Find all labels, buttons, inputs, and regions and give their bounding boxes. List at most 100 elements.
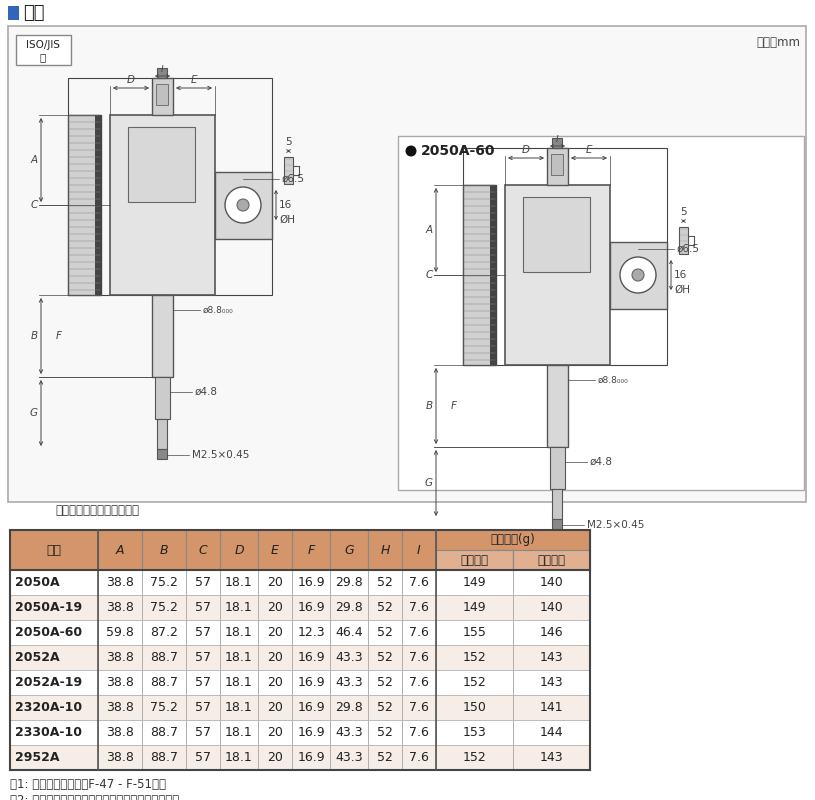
Text: 16.9: 16.9	[297, 726, 325, 739]
Text: 18.1: 18.1	[225, 601, 253, 614]
Text: 43.3: 43.3	[335, 726, 363, 739]
Text: A: A	[116, 543, 124, 557]
Bar	[68, 115, 101, 295]
Bar	[330, 570, 368, 595]
Bar	[513, 570, 590, 595]
Text: 5: 5	[285, 137, 292, 147]
Text: 29.8: 29.8	[335, 701, 363, 714]
Text: ø8.8₀₀₀: ø8.8₀₀₀	[203, 306, 234, 314]
Bar	[513, 695, 590, 720]
Text: 带耳后盖: 带耳后盖	[460, 554, 488, 566]
Text: 88.7: 88.7	[150, 676, 178, 689]
Bar	[368, 645, 402, 670]
Text: 140: 140	[540, 576, 563, 589]
Text: 59.8: 59.8	[106, 626, 134, 639]
Bar	[220, 670, 258, 695]
Text: 149: 149	[463, 601, 487, 614]
Bar	[98, 645, 142, 670]
Bar	[490, 185, 497, 365]
Bar	[258, 695, 292, 720]
Text: 43.3: 43.3	[335, 751, 363, 764]
Bar	[292, 570, 330, 595]
Text: ø4.8: ø4.8	[195, 387, 218, 397]
Bar	[220, 595, 258, 620]
Text: 57: 57	[195, 701, 211, 714]
Bar	[10, 620, 98, 645]
Bar	[258, 645, 292, 670]
Bar	[186, 695, 220, 720]
Text: 38.8: 38.8	[106, 701, 134, 714]
Text: 2050A-60: 2050A-60	[421, 144, 496, 158]
Bar	[142, 570, 186, 595]
Text: 88.7: 88.7	[150, 751, 178, 764]
Text: 52: 52	[377, 701, 393, 714]
Bar	[330, 645, 368, 670]
Text: 144: 144	[540, 726, 563, 739]
Bar	[10, 620, 590, 645]
Bar	[547, 365, 568, 447]
Text: 16.9: 16.9	[297, 676, 325, 689]
Text: 主体质量(g): 主体质量(g)	[491, 534, 535, 546]
Text: 75.2: 75.2	[150, 576, 178, 589]
Bar	[513, 720, 590, 745]
Text: 20: 20	[267, 676, 283, 689]
Bar	[152, 78, 173, 115]
Bar	[513, 670, 590, 695]
Bar	[98, 745, 142, 770]
Text: M2.5×0.45: M2.5×0.45	[587, 520, 645, 530]
Text: 52: 52	[377, 751, 393, 764]
Bar	[186, 530, 220, 570]
Bar	[10, 670, 98, 695]
Text: 货号: 货号	[46, 543, 61, 557]
Text: 57: 57	[195, 751, 211, 764]
Bar	[679, 227, 688, 254]
Text: 18.1: 18.1	[225, 751, 253, 764]
Bar	[402, 670, 436, 695]
Text: C: C	[199, 543, 207, 557]
Bar	[330, 530, 368, 570]
Text: 2050A-60: 2050A-60	[15, 626, 82, 639]
Bar	[186, 645, 220, 670]
Bar	[10, 695, 590, 720]
Text: 7.6: 7.6	[409, 626, 429, 639]
Text: 2050A: 2050A	[15, 576, 59, 589]
Bar	[10, 595, 590, 620]
Bar	[513, 645, 590, 670]
Text: F: F	[307, 543, 315, 557]
Text: ø6.5: ø6.5	[677, 244, 700, 254]
Text: 18.1: 18.1	[225, 701, 253, 714]
Text: 57: 57	[195, 601, 211, 614]
Text: E: E	[271, 543, 279, 557]
Bar	[436, 595, 513, 620]
Bar	[220, 745, 258, 770]
Text: 16.9: 16.9	[297, 751, 325, 764]
Text: 7.6: 7.6	[409, 576, 429, 589]
Text: 52: 52	[377, 626, 393, 639]
Bar	[215, 172, 272, 239]
Bar	[402, 720, 436, 745]
Bar	[550, 447, 565, 489]
Bar	[436, 645, 513, 670]
Bar	[330, 620, 368, 645]
Bar	[258, 670, 292, 695]
Bar	[513, 745, 590, 770]
Bar	[436, 670, 513, 695]
Text: A: A	[31, 155, 38, 165]
Text: 57: 57	[195, 626, 211, 639]
Bar	[220, 695, 258, 720]
Bar	[368, 595, 402, 620]
Bar	[98, 620, 142, 645]
Bar	[186, 670, 220, 695]
Text: I: I	[417, 543, 421, 557]
Text: ø4.8: ø4.8	[590, 457, 613, 467]
Bar	[505, 185, 610, 365]
Text: 152: 152	[463, 651, 487, 664]
Bar	[552, 519, 562, 529]
Bar	[142, 595, 186, 620]
Bar	[10, 570, 590, 595]
Text: 18.1: 18.1	[225, 676, 253, 689]
Text: 52: 52	[377, 601, 393, 614]
Bar	[368, 745, 402, 770]
Text: 7.6: 7.6	[409, 701, 429, 714]
Text: 18.1: 18.1	[225, 726, 253, 739]
